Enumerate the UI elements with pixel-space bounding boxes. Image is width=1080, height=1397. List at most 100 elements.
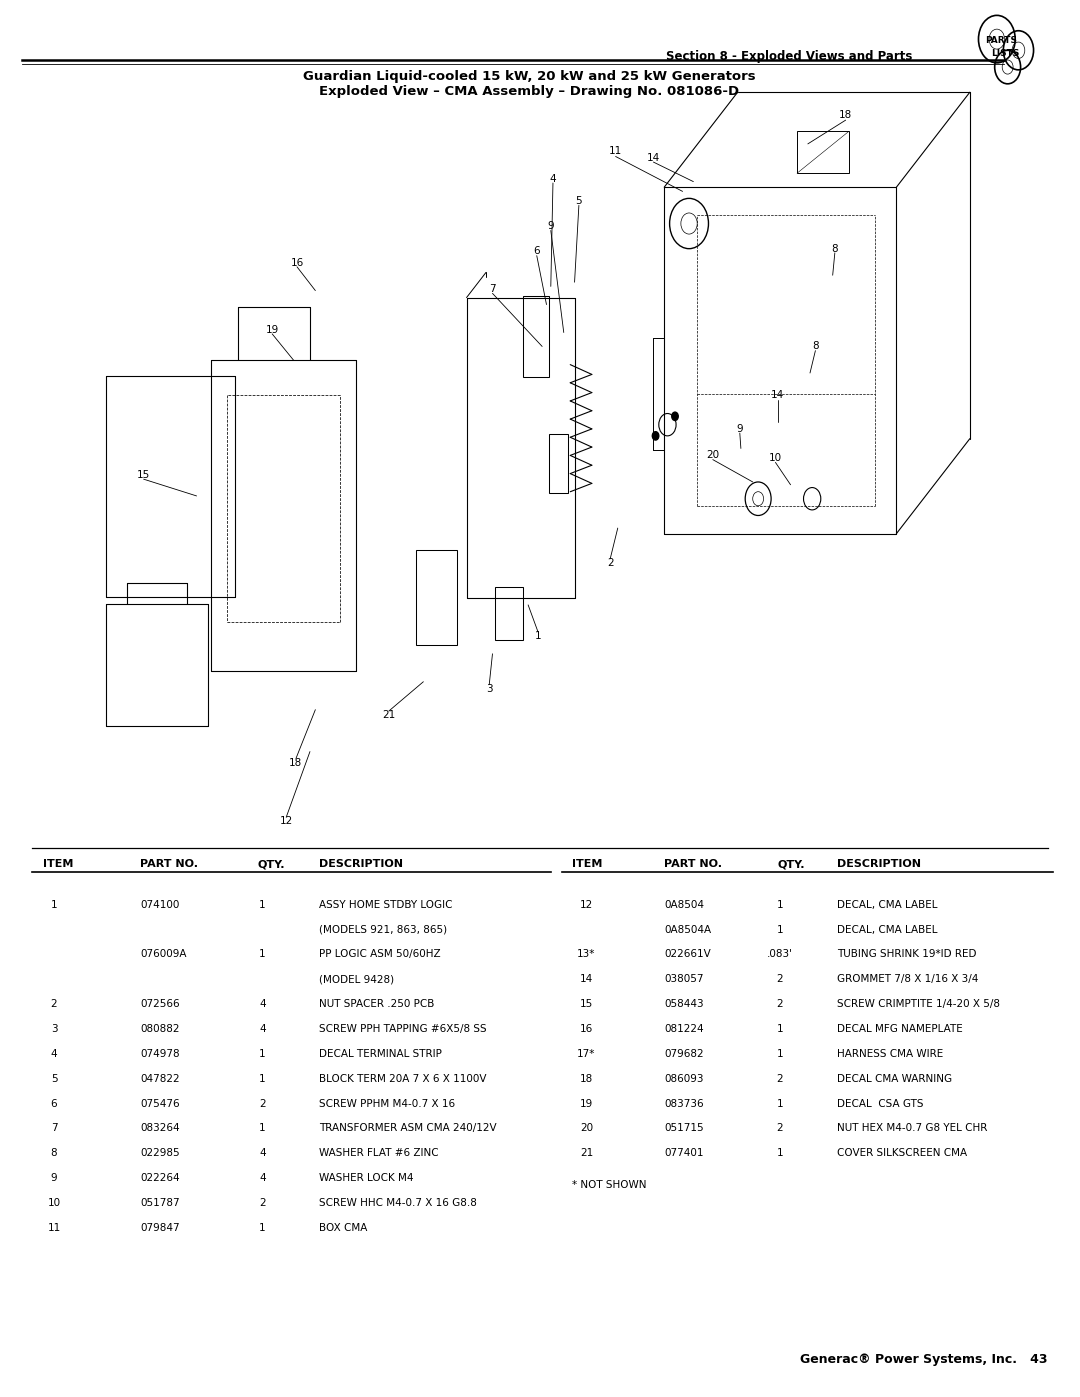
Bar (549, 434, 568, 493)
Text: DECAL, CMA LABEL: DECAL, CMA LABEL (837, 900, 937, 909)
Text: 5: 5 (51, 1074, 57, 1084)
Text: 0A8504: 0A8504 (664, 900, 704, 909)
Text: 4: 4 (51, 1049, 57, 1059)
Text: 7: 7 (51, 1123, 57, 1133)
Text: 5: 5 (576, 196, 582, 207)
Text: ASSY HOME STDBY LOGIC: ASSY HOME STDBY LOGIC (319, 900, 453, 909)
Text: WASHER LOCK M4: WASHER LOCK M4 (319, 1173, 413, 1183)
Text: Section 8 - Exploded Views and Parts: Section 8 - Exploded Views and Parts (666, 50, 913, 63)
Text: 1: 1 (259, 900, 266, 909)
Text: 8: 8 (832, 243, 838, 254)
Text: 20: 20 (580, 1123, 593, 1133)
Text: Generac® Power Systems, Inc.   43: Generac® Power Systems, Inc. 43 (800, 1354, 1048, 1366)
Text: 1: 1 (259, 1074, 266, 1084)
Text: Exploded View – CMA Assembly – Drawing No. 081086-D: Exploded View – CMA Assembly – Drawing N… (319, 85, 740, 98)
Circle shape (652, 432, 659, 440)
Text: 11: 11 (48, 1222, 60, 1234)
Text: 3: 3 (486, 683, 492, 694)
Text: 3: 3 (51, 1024, 57, 1034)
Circle shape (672, 412, 678, 420)
Text: (MODEL 9428): (MODEL 9428) (319, 974, 394, 985)
Text: 2: 2 (51, 999, 57, 1009)
Text: ITEM: ITEM (43, 859, 73, 869)
Text: 4: 4 (259, 1173, 266, 1183)
Text: 17*: 17* (577, 1049, 596, 1059)
Text: 2: 2 (777, 1074, 783, 1084)
Text: 12: 12 (580, 900, 593, 909)
Text: COVER SILKSCREEN CMA: COVER SILKSCREEN CMA (837, 1148, 967, 1158)
Text: 2: 2 (607, 557, 613, 569)
Text: 083736: 083736 (664, 1098, 704, 1109)
Text: 086093: 086093 (664, 1074, 704, 1084)
Text: 9: 9 (548, 221, 554, 232)
Text: PART NO.: PART NO. (140, 859, 199, 869)
Bar (797, 131, 849, 173)
Text: 051715: 051715 (664, 1123, 704, 1133)
Text: 1: 1 (259, 1222, 266, 1234)
Text: 12: 12 (280, 816, 293, 827)
Text: 075476: 075476 (140, 1098, 180, 1109)
Text: 16: 16 (580, 1024, 593, 1034)
Text: 6: 6 (534, 246, 540, 257)
Text: SCREW PPHM M4-0.7 X 16: SCREW PPHM M4-0.7 X 16 (319, 1098, 455, 1109)
Text: PARTS: PARTS (985, 36, 1017, 45)
Text: DESCRIPTION: DESCRIPTION (319, 859, 403, 869)
Text: NUT HEX M4-0.7 G8 YEL CHR: NUT HEX M4-0.7 G8 YEL CHR (837, 1123, 987, 1133)
Text: 051787: 051787 (140, 1199, 180, 1208)
Text: 1: 1 (777, 925, 783, 935)
Text: 14: 14 (580, 974, 593, 985)
Text: GROMMET 7/8 X 1/16 X 3/4: GROMMET 7/8 X 1/16 X 3/4 (837, 974, 978, 985)
Text: 15: 15 (580, 999, 593, 1009)
Text: HARNESS CMA WIRE: HARNESS CMA WIRE (837, 1049, 943, 1059)
Text: DECAL CMA WARNING: DECAL CMA WARNING (837, 1074, 953, 1084)
Text: 079682: 079682 (664, 1049, 704, 1059)
Text: 079847: 079847 (140, 1222, 180, 1234)
Text: 1: 1 (777, 1098, 783, 1109)
Text: LISTS: LISTS (991, 49, 1020, 57)
Text: 4: 4 (259, 999, 266, 1009)
Text: 2: 2 (259, 1098, 266, 1109)
Text: 14: 14 (771, 390, 784, 401)
Bar (416, 550, 457, 645)
Text: 21: 21 (580, 1148, 593, 1158)
Text: 1: 1 (777, 900, 783, 909)
Text: 11: 11 (609, 145, 622, 156)
Text: TRANSFORMER ASM CMA 240/12V: TRANSFORMER ASM CMA 240/12V (319, 1123, 496, 1133)
Text: (MODELS 921, 863, 865): (MODELS 921, 863, 865) (319, 925, 447, 935)
Text: DECAL, CMA LABEL: DECAL, CMA LABEL (837, 925, 937, 935)
Text: 2: 2 (777, 1123, 783, 1133)
Text: DECAL  CSA GTS: DECAL CSA GTS (837, 1098, 923, 1109)
Text: 2: 2 (259, 1199, 266, 1208)
Text: 9: 9 (737, 423, 743, 434)
Text: ITEM: ITEM (572, 859, 603, 869)
Text: 10: 10 (48, 1199, 60, 1208)
Text: 2: 2 (777, 999, 783, 1009)
Text: * NOT SHOWN: * NOT SHOWN (572, 1180, 647, 1190)
Text: 077401: 077401 (664, 1148, 704, 1158)
Text: BOX CMA: BOX CMA (319, 1222, 367, 1234)
Text: 18: 18 (839, 109, 852, 120)
Text: 8: 8 (51, 1148, 57, 1158)
Text: 18: 18 (289, 757, 302, 768)
Text: 6: 6 (51, 1098, 57, 1109)
Text: 18: 18 (580, 1074, 593, 1084)
Text: 19: 19 (266, 324, 279, 335)
Text: DESCRIPTION: DESCRIPTION (837, 859, 921, 869)
Text: 4: 4 (550, 173, 556, 184)
Text: 022264: 022264 (140, 1173, 180, 1183)
Text: SCREW HHC M4-0.7 X 16 G8.8: SCREW HHC M4-0.7 X 16 G8.8 (319, 1199, 476, 1208)
Text: 1: 1 (777, 1024, 783, 1034)
Text: WASHER FLAT #6 ZINC: WASHER FLAT #6 ZINC (319, 1148, 438, 1158)
Text: 1: 1 (51, 900, 57, 909)
Text: 074100: 074100 (140, 900, 179, 909)
Text: QTY.: QTY. (778, 859, 805, 869)
Text: 080882: 080882 (140, 1024, 180, 1034)
Text: 1: 1 (259, 950, 266, 960)
Text: 022985: 022985 (140, 1148, 180, 1158)
Text: SCREW CRIMPTITE 1/4-20 X 5/8: SCREW CRIMPTITE 1/4-20 X 5/8 (837, 999, 1000, 1009)
Text: 081224: 081224 (664, 1024, 704, 1034)
Text: 1: 1 (259, 1123, 266, 1133)
Text: 19: 19 (580, 1098, 593, 1109)
Text: DECAL TERMINAL STRIP: DECAL TERMINAL STRIP (319, 1049, 442, 1059)
Bar (495, 587, 523, 640)
